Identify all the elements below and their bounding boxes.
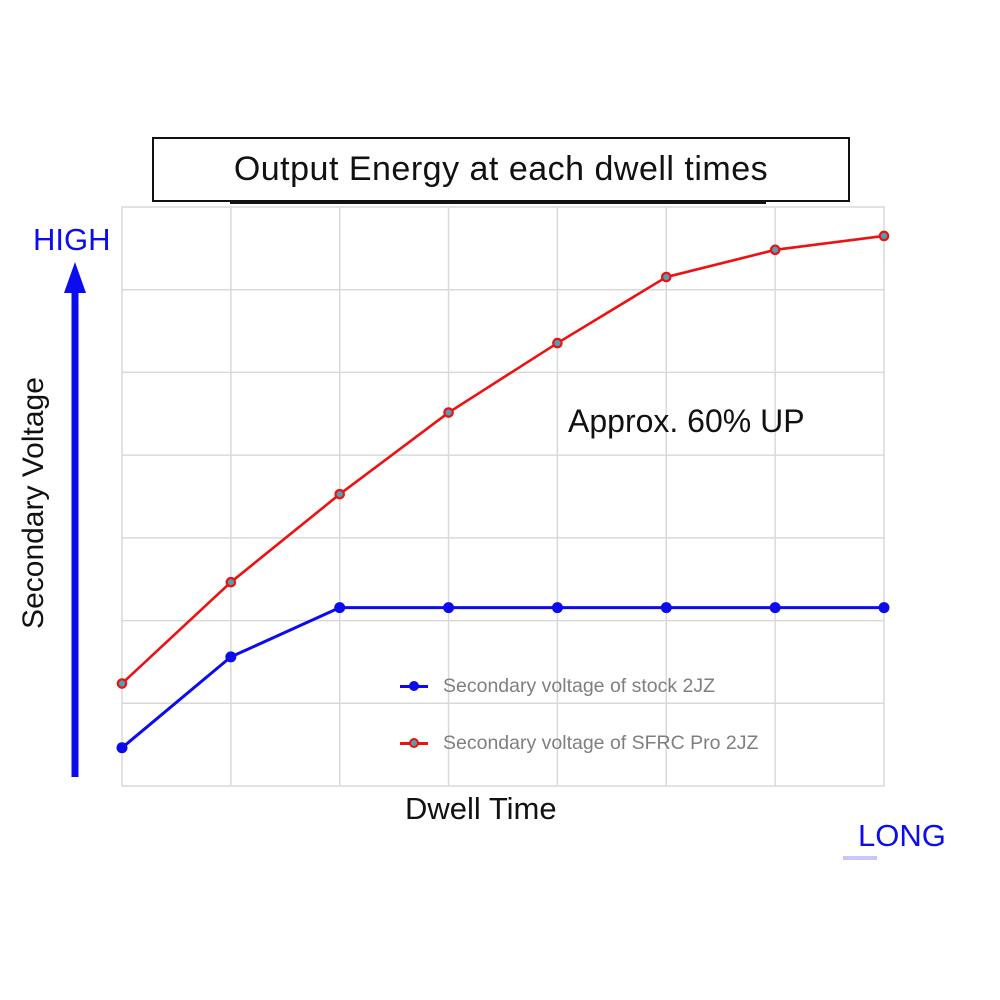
- y-axis-title: Secondary Voltage: [17, 377, 50, 629]
- legend-entry-stock-2jz: Secondary voltage of stock 2JZ: [400, 674, 715, 698]
- line-chart: [116, 206, 890, 787]
- y-axis-high-label: HIGH: [33, 222, 111, 257]
- x-axis-title: Dwell Time: [405, 791, 557, 826]
- x-axis-long-label: LONG: [858, 818, 946, 853]
- legend-label-sfrc-pro-2jz: Secondary voltage of SFRC Pro 2JZ: [443, 731, 759, 754]
- chart-title: Output Energy at each dwell times: [233, 150, 769, 188]
- title-box: Output Energy at each dwell times: [152, 137, 850, 202]
- legend-entry-sfrc-pro-2jz: Secondary voltage of SFRC Pro 2JZ: [400, 731, 758, 755]
- x-axis-arrow-remnant: [843, 856, 877, 860]
- annotation-text: Approx. 60% UP: [568, 403, 805, 439]
- arrow-up-icon: [64, 262, 86, 777]
- legend-marker-red-icon: [400, 731, 428, 755]
- legend-marker-blue-icon: [400, 674, 428, 698]
- legend-label-stock-2jz: Secondary voltage of stock 2JZ: [443, 674, 716, 697]
- plot-area: [116, 206, 890, 787]
